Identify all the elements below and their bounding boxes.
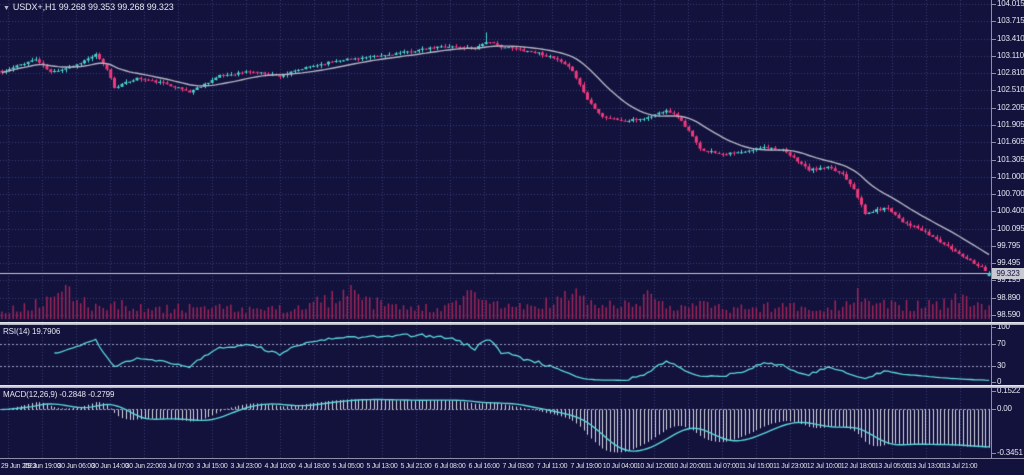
price-axis-label: 101.905 [997, 120, 1024, 129]
axis-tick [992, 73, 996, 74]
time-axis-label: 11 Jul 15:00 [738, 463, 774, 470]
time-axis-label: 13 Jul 05:00 [874, 463, 910, 470]
axis-tick [992, 142, 996, 143]
time-axis-label: 10 Jul 20:00 [670, 463, 706, 470]
rsi-axis-label: 70 [997, 339, 1006, 348]
time-axis-label: 6 Jul 08:00 [434, 463, 466, 470]
time-axis-label: 3 Jul 23:00 [230, 463, 262, 470]
time-axis-label: 29 Jun 2023 [1, 463, 37, 470]
axis-tick [992, 280, 996, 281]
price-axis-label: 100.095 [997, 224, 1024, 233]
axis-tick [992, 90, 996, 91]
axis-tick [992, 211, 996, 212]
time-axis-label: 6 Jul 16:00 [468, 463, 500, 470]
axis-tick [992, 229, 996, 230]
time-axis-label: 11 Jul 23:00 [772, 463, 808, 470]
price-axis-label: 103.715 [997, 16, 1024, 25]
axis-tick [992, 327, 996, 328]
axis-tick [992, 263, 996, 264]
price-axis-label: 102.510 [997, 85, 1024, 94]
macd-indicator-label: MACD(12,26,9) -0.2848 -0.2799 [3, 390, 115, 399]
axis-tick [992, 298, 996, 299]
axis-tick [992, 160, 996, 161]
time-axis-label: 10 Jul 12:00 [636, 463, 672, 470]
time-axis[interactable]: 29 Jun 2023 29 Jun 19:00 30 Jun 06:00 30 Ju… [0, 459, 1024, 475]
time-axis-line [0, 458, 1024, 459]
price-axis-label: 98.590 [997, 310, 1021, 319]
time-axis-label: 30 Jun 06:00 [57, 463, 95, 470]
axis-tick [992, 108, 996, 109]
time-axis-label: 12 Jul 18:00 [840, 463, 876, 470]
axis-tick [992, 453, 996, 454]
axis-tick [992, 125, 996, 126]
price-axis-label: 101.605 [997, 137, 1024, 146]
time-axis-label: 13 Jul 21:00 [942, 463, 978, 470]
price-axis-label: 98.890 [997, 293, 1021, 302]
axis-tick [992, 21, 996, 22]
time-axis-label: 10 Jul 04:00 [602, 463, 638, 470]
price-axis-label: 99.495 [997, 258, 1021, 267]
rsi-axis-label: 100 [997, 322, 1010, 331]
symbol-marker-icon: ▼ [3, 5, 10, 12]
symbol-ohlc-label: ▼ USDX+,H1 99.268 99.353 99.268 99.323 [3, 2, 174, 12]
macd-axis-label: 0.00 [997, 404, 1012, 413]
price-axis[interactable]: 99.323 104.015 103.715 103.410 103.110 102.8… [991, 0, 1024, 458]
time-axis-label: 13 Jul 13:00 [908, 463, 944, 470]
price-axis-label: 100.700 [997, 189, 1024, 198]
price-axis-label: 99.195 [997, 275, 1021, 284]
axis-tick [992, 344, 996, 345]
time-axis-label: 3 Jul 15:00 [196, 463, 228, 470]
time-axis-label: 5 Jul 13:00 [366, 463, 398, 470]
time-axis-label: 7 Jul 03:00 [502, 463, 534, 470]
rsi-axis-label: 0 [997, 377, 1002, 386]
pane-splitter-main-rsi[interactable] [0, 322, 1024, 325]
symbol-name: USDX+,H1 [12, 2, 57, 12]
axis-tick [992, 382, 996, 383]
macd-axis-label: -0.3451 [997, 448, 1023, 457]
time-axis-label: 30 Jun 14:00 [91, 463, 129, 470]
price-axis-label: 100.400 [997, 206, 1024, 215]
macd-axis-label: 0.1522 [997, 386, 1021, 395]
time-axis-label: 12 Jul 10:00 [806, 463, 842, 470]
axis-tick [992, 39, 996, 40]
time-axis-label: 7 Jul 11:00 [536, 463, 568, 470]
time-axis-label: 4 Jul 10:00 [264, 463, 296, 470]
time-axis-label: 4 Jul 18:00 [298, 463, 330, 470]
bid-price-tag: 99.323 [992, 268, 1024, 279]
ohlc-values: 99.268 99.353 99.268 99.323 [58, 2, 174, 12]
axis-tick [992, 409, 996, 410]
axis-tick [992, 177, 996, 178]
price-axis-label: 99.795 [997, 241, 1021, 250]
axis-tick [992, 391, 996, 392]
price-axis-label: 101.000 [997, 172, 1024, 181]
axis-tick [992, 4, 996, 5]
macd-pane-canvas[interactable] [0, 388, 991, 458]
time-axis-label: 7 Jul 19:00 [570, 463, 602, 470]
price-axis-label: 103.110 [997, 51, 1024, 60]
price-axis-label: 102.810 [997, 68, 1024, 77]
time-axis-label: 30 Jun 22:00 [125, 463, 163, 470]
rsi-axis-label: 30 [997, 361, 1006, 370]
pane-splitter-rsi-macd[interactable] [0, 385, 1024, 388]
time-axis-label: 5 Jul 05:00 [332, 463, 364, 470]
axis-tick [992, 315, 996, 316]
time-axis-label: 5 Jul 21:00 [400, 463, 432, 470]
axis-tick [992, 366, 996, 367]
time-axis-label: 11 Jul 07:00 [704, 463, 740, 470]
rsi-indicator-label: RSI(14) 19.7906 [3, 327, 61, 336]
rsi-pane-canvas[interactable] [0, 325, 991, 385]
axis-tick [992, 194, 996, 195]
price-axis-label: 103.410 [997, 34, 1024, 43]
axis-tick [992, 246, 996, 247]
price-axis-label: 101.305 [997, 155, 1024, 164]
time-axis-label: 29 Jun 19:00 [23, 463, 61, 470]
axis-tick [992, 56, 996, 57]
price-axis-label: 104.015 [997, 0, 1024, 8]
main-price-chart-canvas[interactable] [0, 0, 991, 322]
price-axis-label: 102.205 [997, 103, 1024, 112]
time-axis-label: 3 Jul 07:00 [162, 463, 194, 470]
